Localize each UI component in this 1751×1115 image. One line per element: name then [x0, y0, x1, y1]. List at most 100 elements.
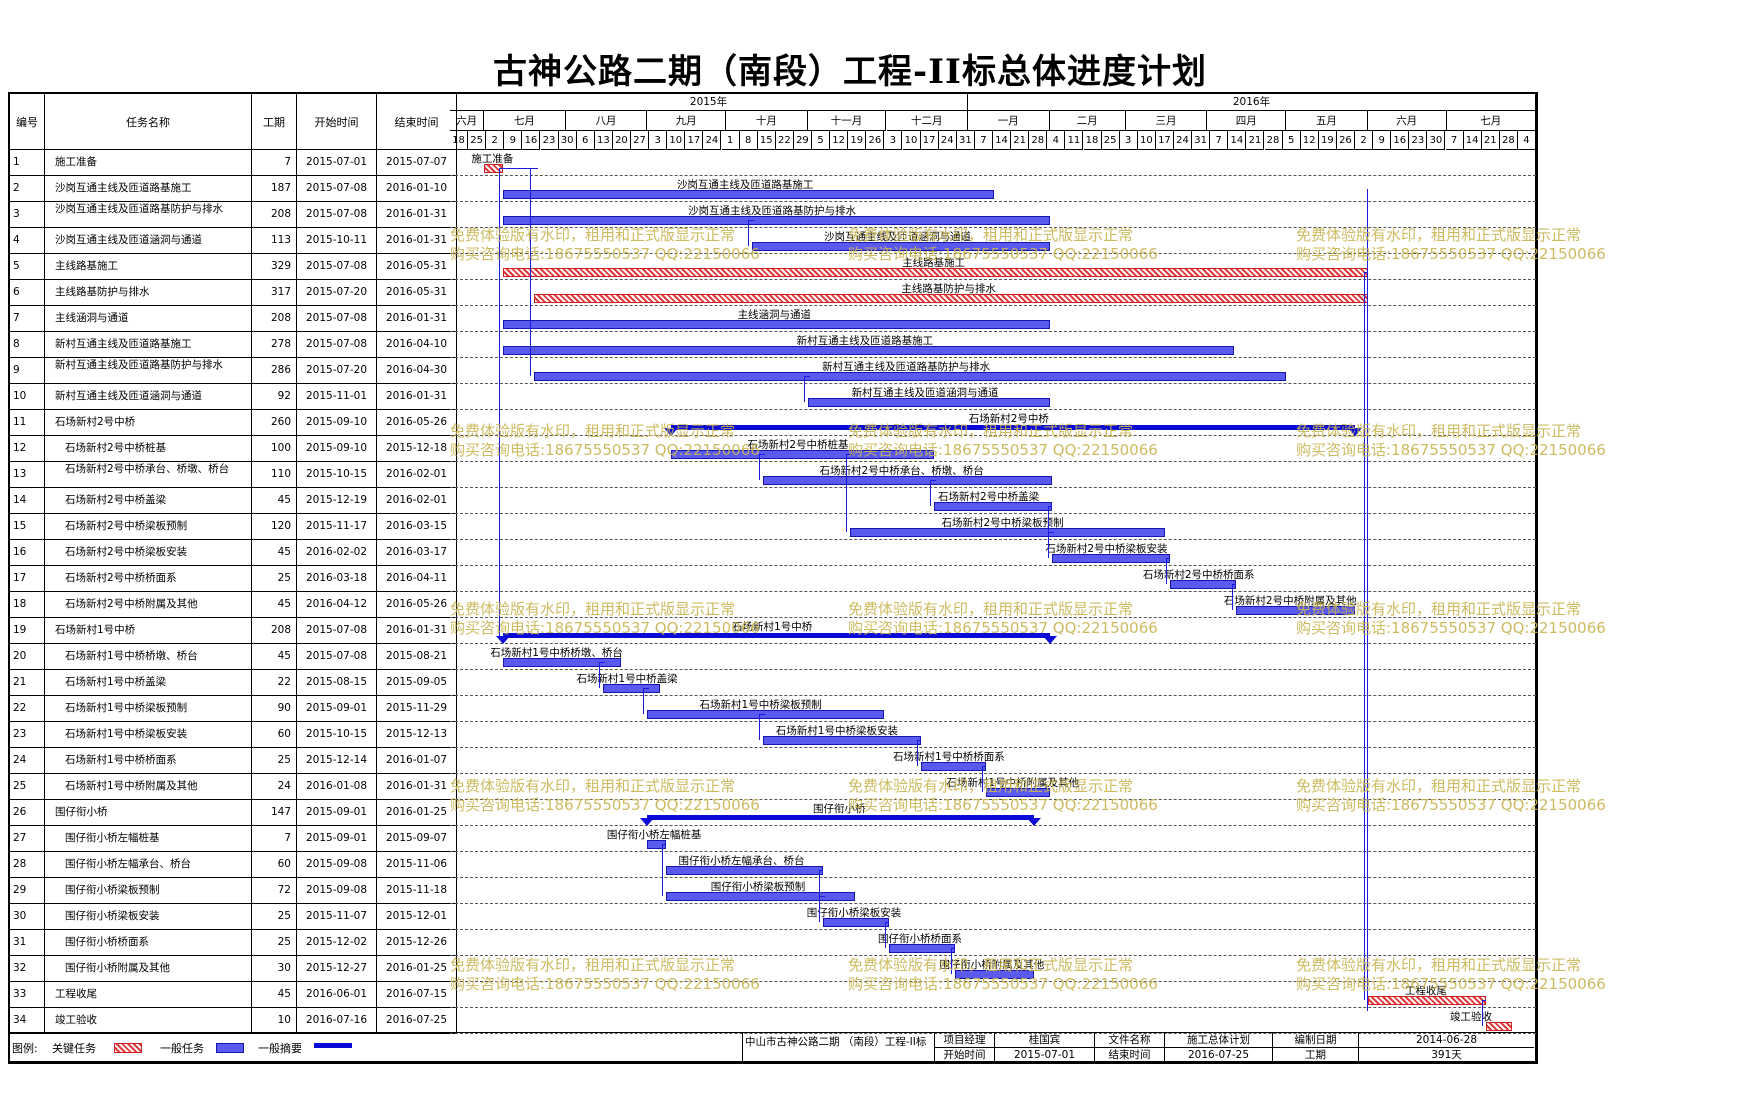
table-row[interactable]: 23 石场新村1号中桥梁板安装 60 2015-10-15 2015-12-13 [10, 722, 457, 748]
header-end: 结束时间 [377, 94, 457, 150]
start-value: 2015-07-01 [994, 1048, 1094, 1063]
table-row[interactable]: 4 沙岗互通主线及匝道涵洞与通道 113 2015-10-11 2016-01-31 [10, 228, 457, 254]
task-bar[interactable] [647, 710, 884, 719]
task-end: 2016-05-31 [377, 254, 457, 280]
task-duration: 113 [252, 228, 297, 254]
table-row[interactable]: 22 石场新村1号中桥梁板预制 90 2015-09-01 2015-11-29 [10, 696, 457, 722]
table-row[interactable]: 31 围仔衔小桥桥面系 25 2015-12-02 2015-12-26 [10, 930, 457, 956]
timescale-month: 七月 [484, 111, 566, 131]
timescale-week: 23 [1409, 131, 1428, 150]
table-row[interactable]: 20 石场新村1号中桥桥墩、桥台 45 2015-07-08 2015-08-21 [10, 644, 457, 670]
table-row[interactable]: 8 新村互通主线及匝道路基施工 278 2015-07-08 2016-04-10 [10, 332, 457, 358]
table-row[interactable]: 28 围仔衔小桥左幅承台、桥台 60 2015-09-08 2015-11-06 [10, 852, 457, 878]
task-duration: 317 [252, 280, 297, 306]
task-duration: 110 [252, 462, 297, 488]
task-bar[interactable] [502, 216, 1050, 225]
legend: 图例: 关键任务 一般任务 一般摘要 [10, 1032, 750, 1063]
table-row[interactable]: 10 新村互通主线及匝道涵洞与通道 92 2015-11-01 2016-01-31 [10, 384, 457, 410]
task-bar[interactable] [986, 788, 1050, 797]
timescale-week: 2 [1355, 131, 1374, 150]
task-end: 2016-04-10 [377, 332, 457, 358]
table-row[interactable]: 6 主线路基防护与排水 317 2015-07-20 2016-05-31 [10, 280, 457, 306]
task-id: 2 [10, 176, 45, 202]
task-end: 2016-04-11 [377, 566, 457, 592]
task-bar-label: 沙岗互通主线及匝道涵洞与通道 [823, 231, 971, 243]
watermark-line2: 购买咨询电话:18675550537 QQ:22150066 [1296, 619, 1606, 637]
table-row[interactable]: 21 石场新村1号中桥盖梁 22 2015-08-15 2015-09-05 [10, 670, 457, 696]
table-row[interactable]: 29 围仔衔小桥梁板预制 72 2015-09-08 2015-11-18 [10, 878, 457, 904]
table-row[interactable]: 13 石场新村2号中桥承台、桥墩、桥台 110 2015-10-15 2016-02-0… [10, 462, 457, 488]
task-bar[interactable] [502, 320, 1050, 329]
task-bar[interactable] [849, 528, 1166, 537]
dependency-link [1166, 558, 1171, 559]
table-row[interactable]: 15 石场新村2号中桥梁板预制 120 2015-11-17 2016-03-15 [10, 514, 457, 540]
table-row[interactable]: 12 石场新村2号中桥桩基 100 2015-09-10 2015-12-18 [10, 436, 457, 462]
task-bar[interactable] [807, 398, 1050, 407]
task-bar[interactable] [954, 970, 1034, 979]
summary-bar[interactable] [502, 633, 1050, 638]
timescale-week: 14 [993, 131, 1012, 150]
task-bar[interactable] [670, 450, 934, 459]
task-end: 2015-08-21 [377, 644, 457, 670]
table-row[interactable]: 17 石场新村2号中桥桥面系 25 2016-03-18 2016-04-11 [10, 566, 457, 592]
task-start: 2015-09-10 [297, 436, 377, 462]
table-row[interactable]: 9 新村互通主线及匝道路基防护与排水 286 2015-07-20 2016-04-30 [10, 358, 457, 384]
table-row[interactable]: 19 石场新村1号中桥 208 2015-07-08 2016-01-31 [10, 618, 457, 644]
table-row[interactable]: 27 围仔衔小桥左幅桩基 7 2015-09-01 2015-09-07 [10, 826, 457, 852]
table-row[interactable]: 26 围仔衔小桥 147 2015-09-01 2016-01-25 [10, 800, 457, 826]
timescale-month: 十一月 [807, 111, 887, 131]
task-bar[interactable] [665, 892, 855, 901]
task-name: 石场新村1号中桥附属及其他 [45, 774, 252, 800]
row-gridline [450, 877, 1536, 878]
table-row[interactable]: 7 主线涵洞与通道 208 2015-07-08 2016-01-31 [10, 306, 457, 332]
task-end: 2016-01-25 [377, 956, 457, 982]
row-gridline [450, 357, 1536, 358]
dependency-link [1482, 1000, 1487, 1001]
task-bar[interactable] [752, 242, 1050, 251]
task-bar[interactable] [534, 372, 1287, 381]
timescale-month: 四月 [1207, 111, 1287, 131]
dependency-link [1363, 272, 1368, 273]
table-row[interactable]: 16 石场新村2号中桥梁板安装 45 2016-02-02 2016-03-17 [10, 540, 457, 566]
table-row[interactable]: 18 石场新村2号中桥附属及其他 45 2016-04-12 2016-05-26 [10, 592, 457, 618]
task-start: 2015-07-20 [297, 280, 377, 306]
summary-bar[interactable] [647, 815, 1034, 820]
table-row[interactable]: 2 沙岗互通主线及匝道路基施工 187 2015-07-08 2016-01-10 [10, 176, 457, 202]
table-row[interactable]: 1 施工准备 7 2015-07-01 2015-07-07 [10, 150, 457, 176]
task-duration: 120 [252, 514, 297, 540]
critical-task-bar[interactable] [1486, 1022, 1513, 1031]
watermark-line1: 免费体验版有水印，租用和正式版显示正常 [450, 422, 736, 440]
task-bar[interactable] [502, 190, 995, 199]
table-row[interactable]: 34 竣工验收 10 2016-07-16 2016-07-25 [10, 1008, 457, 1034]
table-row[interactable]: 30 围仔衔小桥梁板安装 25 2015-11-07 2015-12-01 [10, 904, 457, 930]
task-bar[interactable] [1236, 606, 1355, 615]
watermark-line1: 免费体验版有水印，租用和正式版显示正常 [1296, 600, 1582, 618]
task-bar[interactable] [762, 476, 1053, 485]
table-row[interactable]: 32 围仔衔小桥附属及其他 30 2015-12-27 2016-01-25 [10, 956, 457, 982]
task-bar[interactable] [502, 346, 1234, 355]
task-bar[interactable] [602, 684, 661, 693]
table-row[interactable]: 11 石场新村2号中桥 260 2015-09-10 2016-05-26 [10, 410, 457, 436]
task-name: 围仔衔小桥左幅承台、桥台 [45, 852, 252, 878]
task-id: 7 [10, 306, 45, 332]
table-row[interactable]: 24 石场新村1号中桥桥面系 25 2015-12-14 2016-01-07 [10, 748, 457, 774]
task-bar[interactable] [502, 658, 621, 667]
task-name: 沙岗互通主线及匝道路基防护与排水 [45, 202, 252, 228]
table-row[interactable]: 14 石场新村2号中桥盖梁 45 2015-12-19 2016-02-01 [10, 488, 457, 514]
summary-bar[interactable] [670, 425, 1355, 430]
table-row[interactable]: 25 石场新村1号中桥附属及其他 24 2016-01-08 2016-01-31 [10, 774, 457, 800]
task-name: 石场新村2号中桥承台、桥墩、桥台 [45, 462, 252, 488]
legend-normal-label: 一般任务 [160, 1042, 204, 1055]
timescale-week: 8 [739, 131, 758, 150]
table-row[interactable]: 5 主线路基施工 329 2015-07-08 2016-05-31 [10, 254, 457, 280]
task-id: 18 [10, 592, 45, 618]
task-end: 2016-07-15 [377, 982, 457, 1008]
table-row[interactable]: 33 工程收尾 45 2016-06-01 2016-07-15 [10, 982, 457, 1008]
table-row[interactable]: 3 沙岗互通主线及匝道路基防护与排水 208 2015-07-08 2016-01-31 [10, 202, 457, 228]
task-bar-label: 围仔衔小桥附属及其他 [939, 959, 1045, 971]
row-gridline [450, 201, 1536, 202]
row-gridline [450, 643, 1536, 644]
task-name: 石场新村1号中桥桥面系 [45, 748, 252, 774]
task-id: 12 [10, 436, 45, 462]
task-start: 2016-02-02 [297, 540, 377, 566]
